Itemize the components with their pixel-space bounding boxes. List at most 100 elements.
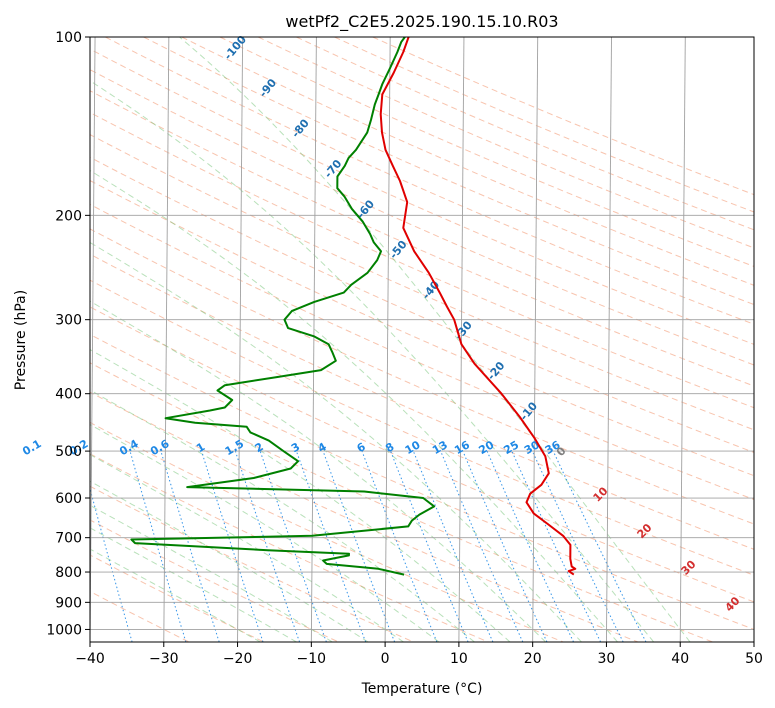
dry-adiabat bbox=[219, 37, 754, 267]
moist-adiabat bbox=[90, 348, 511, 642]
dry-adiabat bbox=[90, 179, 754, 477]
mixing-ratio-line bbox=[259, 450, 327, 642]
y-tick-label: 800 bbox=[55, 565, 82, 581]
isotherm bbox=[90, 37, 96, 642]
y-tick-label: 400 bbox=[55, 387, 82, 403]
y-tick-label: 500 bbox=[55, 444, 82, 460]
mixing-ratio-line bbox=[322, 450, 396, 642]
dry-adiabat-label: 40 bbox=[723, 594, 743, 614]
moist-adiabat-label: 0 bbox=[554, 444, 569, 458]
mixing-ratio-label: 16 bbox=[452, 438, 472, 457]
mixing-ratio-line bbox=[90, 486, 133, 642]
moist-adiabat bbox=[179, 37, 691, 642]
y-axis-label: Pressure (hPa) bbox=[13, 290, 29, 390]
moist-adiabat-label: -60 bbox=[354, 197, 377, 221]
chart-title: wetPf2_C2E5.2025.190.15.10.R03 bbox=[285, 12, 558, 32]
y-tick-label: 700 bbox=[55, 531, 82, 547]
mixing-ratio-label: 6 bbox=[355, 440, 368, 455]
dry-adiabat-label: 30 bbox=[679, 557, 699, 577]
mixing-ratio-line bbox=[552, 450, 647, 642]
mixing-ratio-line bbox=[486, 450, 574, 642]
isotherm bbox=[163, 37, 170, 642]
x-tick-label: −40 bbox=[75, 651, 105, 667]
temperature-profile bbox=[379, 37, 577, 576]
mixing-ratio-line bbox=[511, 450, 602, 642]
y-tick-label: 1000 bbox=[46, 622, 82, 638]
moist-adiabat bbox=[90, 300, 547, 642]
moist-adiabat-label: -80 bbox=[289, 116, 312, 140]
isotherm bbox=[753, 588, 754, 642]
dry-adiabat bbox=[90, 453, 489, 642]
moist-adiabat-label: -90 bbox=[257, 76, 280, 100]
mixing-ratio-line bbox=[295, 450, 367, 642]
profiles bbox=[130, 37, 577, 576]
mixing-ratio-line bbox=[390, 450, 469, 642]
isotherm bbox=[532, 37, 539, 642]
x-tick-label: 10 bbox=[450, 651, 468, 667]
moist-adiabat bbox=[90, 527, 297, 642]
mixing-ratio-label: 8 bbox=[383, 440, 396, 455]
mixing-ratio-label: 10 bbox=[403, 438, 423, 457]
dry-adiabat bbox=[90, 156, 754, 453]
dry-adiabat bbox=[372, 37, 754, 196]
plot-frame bbox=[89, 36, 755, 643]
mixing-ratio-line bbox=[201, 450, 264, 642]
isotherm bbox=[237, 37, 244, 642]
grid bbox=[90, 37, 754, 642]
mixing-ratio-label: 1.5 bbox=[223, 437, 246, 458]
dry-adiabat bbox=[90, 253, 754, 550]
x-tick-label: 40 bbox=[671, 651, 689, 667]
x-tick-label: −20 bbox=[223, 651, 253, 667]
dry-adiabat bbox=[90, 306, 754, 603]
moist-adiabat bbox=[90, 169, 618, 642]
isotherm bbox=[384, 37, 391, 642]
y-tick-label: 900 bbox=[55, 595, 82, 611]
isotherm bbox=[605, 37, 612, 642]
isotherm bbox=[679, 37, 686, 642]
dry-adiabat bbox=[90, 333, 754, 630]
dry-adiabat bbox=[90, 554, 265, 642]
dry-adiabat bbox=[90, 48, 754, 345]
dry-adiabat bbox=[90, 362, 713, 642]
moist-adiabat bbox=[90, 241, 582, 642]
mixing-ratio-label: 0.1 bbox=[20, 437, 43, 458]
dry-adiabat bbox=[143, 37, 754, 306]
moist-adiabat bbox=[90, 80, 655, 642]
mixing-ratio-label: 1 bbox=[194, 440, 207, 455]
y-tick-label: 100 bbox=[55, 30, 82, 46]
mixing-ratio-label: 3 bbox=[289, 440, 302, 455]
isotherm bbox=[458, 37, 465, 642]
dewpoint-profile bbox=[130, 37, 436, 576]
moist-adiabat bbox=[90, 548, 261, 642]
moist-adiabat bbox=[90, 454, 404, 642]
mixing-ratio-line bbox=[234, 450, 301, 642]
dry-adiabat bbox=[90, 279, 754, 576]
dry-adiabat bbox=[334, 37, 754, 213]
axis-ticks: −40 −30 −20 −10 0 10 20 30 40 5010020030040050060… bbox=[46, 30, 763, 667]
dry-adiabat bbox=[90, 69, 754, 366]
mixing-ratio-label: 20 bbox=[477, 438, 497, 457]
x-tick-label: 30 bbox=[597, 651, 615, 667]
moist-adiabat-label: -70 bbox=[322, 157, 345, 181]
y-tick-label: 200 bbox=[55, 208, 82, 224]
mixing-ratio-line bbox=[440, 450, 524, 642]
y-tick-label: 600 bbox=[55, 491, 82, 507]
mixing-ratio-line bbox=[361, 450, 438, 642]
mixing-ratio-line bbox=[160, 450, 220, 642]
x-tick-label: −30 bbox=[149, 651, 179, 667]
moist-adiabat bbox=[90, 504, 333, 642]
isotherm bbox=[310, 37, 317, 642]
y-tick-label: 300 bbox=[55, 313, 82, 329]
background-guides bbox=[90, 37, 754, 642]
mixing-ratio-label: 0.4 bbox=[117, 437, 141, 458]
x-axis-label: Temperature (°C) bbox=[361, 681, 483, 697]
mixing-ratio-line bbox=[129, 450, 187, 642]
x-tick-label: 20 bbox=[524, 651, 542, 667]
mixing-ratio-label: 4 bbox=[316, 440, 329, 455]
x-tick-label: 0 bbox=[381, 651, 390, 667]
dry-adiabat bbox=[90, 228, 754, 525]
dry-adiabat bbox=[257, 37, 754, 249]
dry-adiabat bbox=[90, 391, 639, 642]
x-tick-label: 50 bbox=[745, 651, 763, 667]
